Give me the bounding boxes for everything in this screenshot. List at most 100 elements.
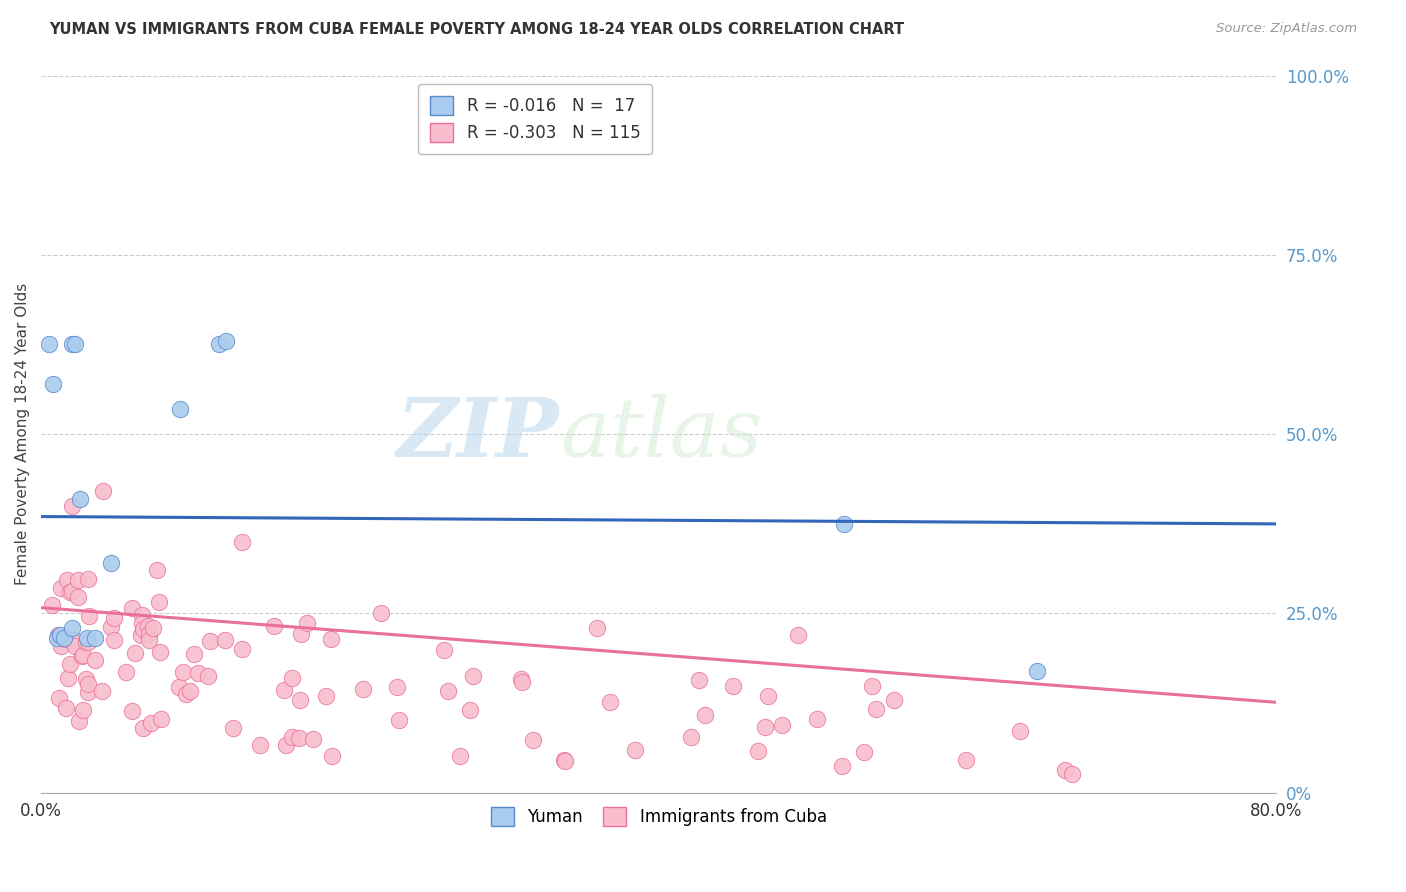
Legend: Yuman, Immigrants from Cuba: Yuman, Immigrants from Cuba <box>482 798 835 835</box>
Point <box>231 534 253 549</box>
Point <box>76 632 98 646</box>
Point <box>370 607 392 621</box>
Point <box>121 601 143 615</box>
Point <box>853 745 876 759</box>
Point <box>263 619 285 633</box>
Point <box>169 402 191 417</box>
Point <box>131 607 153 622</box>
Point <box>56 573 79 587</box>
Point <box>197 669 219 683</box>
Point <box>142 621 165 635</box>
Point <box>62 632 84 647</box>
Text: YUMAN VS IMMIGRANTS FROM CUBA FEMALE POVERTY AMONG 18-24 YEAR OLDS CORRELATION C: YUMAN VS IMMIGRANTS FROM CUBA FEMALE POV… <box>49 22 904 37</box>
Point <box>553 753 575 767</box>
Point <box>146 563 169 577</box>
Point <box>1060 767 1083 781</box>
Point <box>67 714 90 728</box>
Point <box>138 632 160 647</box>
Point <box>449 749 471 764</box>
Point <box>290 626 312 640</box>
Point <box>49 639 72 653</box>
Point <box>1025 664 1047 678</box>
Point <box>60 499 83 513</box>
Point <box>321 748 343 763</box>
Point <box>231 642 253 657</box>
Point <box>53 632 76 646</box>
Point <box>84 632 107 646</box>
Point <box>60 337 83 351</box>
Point <box>461 668 484 682</box>
Point <box>72 702 94 716</box>
Point <box>136 618 159 632</box>
Point <box>53 632 76 647</box>
Point <box>288 731 311 746</box>
Point <box>522 733 544 747</box>
Point <box>77 609 100 624</box>
Point <box>433 642 456 657</box>
Point <box>38 337 60 351</box>
Point <box>187 666 209 681</box>
Point <box>510 672 533 686</box>
Point <box>90 684 112 698</box>
Point <box>103 611 125 625</box>
Point <box>288 692 311 706</box>
Point <box>51 581 73 595</box>
Point <box>60 584 83 599</box>
Point <box>624 743 647 757</box>
Point <box>77 677 100 691</box>
Point <box>63 640 86 654</box>
Point <box>174 687 197 701</box>
Point <box>860 679 883 693</box>
Point <box>121 705 143 719</box>
Point <box>132 721 155 735</box>
Point <box>59 657 82 672</box>
Point <box>319 632 342 646</box>
Point <box>215 334 238 348</box>
Point <box>955 753 977 767</box>
Text: atlas: atlas <box>560 394 762 474</box>
Point <box>100 556 122 570</box>
Point <box>281 671 304 685</box>
Point <box>60 621 83 635</box>
Point <box>721 679 744 693</box>
Point <box>281 730 304 744</box>
Point <box>132 622 155 636</box>
Point <box>76 635 98 649</box>
Point <box>273 682 295 697</box>
Point <box>754 720 776 734</box>
Point <box>115 665 138 680</box>
Point <box>42 376 65 391</box>
Point <box>385 680 408 694</box>
Point <box>45 632 67 646</box>
Point <box>76 572 98 586</box>
Point <box>315 689 337 703</box>
Point <box>139 716 162 731</box>
Point <box>865 702 887 716</box>
Point <box>53 631 76 645</box>
Point <box>831 759 853 773</box>
Point <box>688 673 710 688</box>
Point <box>832 516 855 531</box>
Point <box>883 693 905 707</box>
Point <box>55 700 77 714</box>
Point <box>208 337 231 351</box>
Point <box>172 665 194 680</box>
Point <box>179 684 201 698</box>
Point <box>806 712 828 726</box>
Point <box>149 712 172 726</box>
Point <box>695 708 717 723</box>
Y-axis label: Female Poverty Among 18-24 Year Olds: Female Poverty Among 18-24 Year Olds <box>15 283 30 585</box>
Point <box>69 491 91 506</box>
Point <box>388 714 411 728</box>
Point <box>77 684 100 698</box>
Point <box>129 628 152 642</box>
Text: Source: ZipAtlas.com: Source: ZipAtlas.com <box>1216 22 1357 36</box>
Point <box>214 633 236 648</box>
Point <box>274 738 297 752</box>
Point <box>66 590 89 604</box>
Point <box>586 621 609 635</box>
Point <box>786 628 808 642</box>
Point <box>437 684 460 698</box>
Point <box>222 721 245 735</box>
Point <box>758 689 780 703</box>
